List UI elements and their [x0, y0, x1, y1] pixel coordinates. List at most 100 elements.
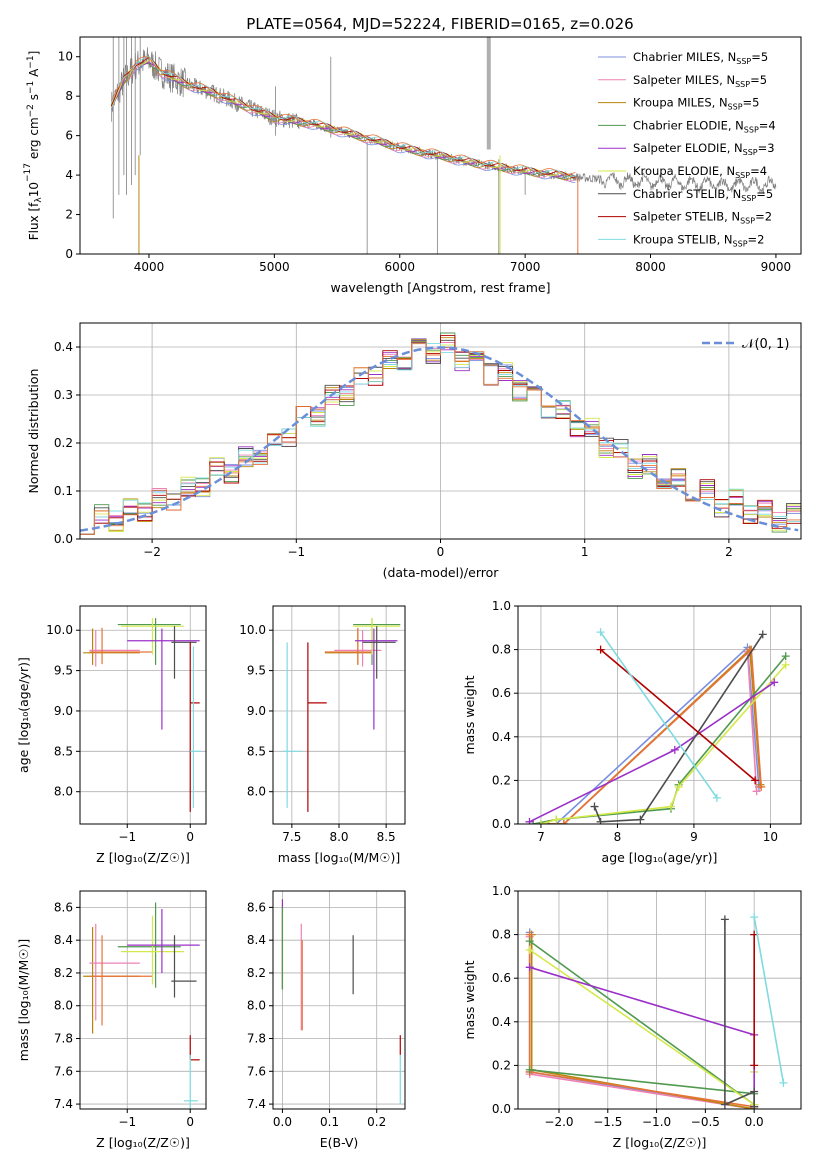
y-tick-label: 8.5	[54, 744, 73, 758]
model-line	[110, 61, 576, 183]
weight-marker	[770, 678, 779, 687]
legend-label-text: Chabrier MILES, N	[633, 50, 736, 64]
x-tick-label: 7	[537, 830, 545, 844]
x-tick-label: 0	[437, 545, 445, 559]
y-tick-label: 9.0	[54, 704, 73, 718]
weight-marker	[751, 776, 760, 785]
weight-marker	[781, 660, 790, 669]
x-tick-label: −1	[287, 545, 305, 559]
axes-frame	[79, 605, 207, 825]
weight-marker	[758, 630, 767, 639]
y-tick-label: 9.5	[247, 664, 266, 678]
weight-marker	[670, 745, 679, 754]
x-tick-label: 0.0	[273, 1115, 292, 1129]
weight-marker	[666, 802, 675, 811]
weight-marker	[779, 1078, 788, 1087]
plot-area	[525, 628, 790, 824]
weight-marker	[750, 1061, 759, 1070]
mass-vs-ebv-panel: 0.0 0.1 0.2 7.4 7.6 7.8 8.0 8.2 8.4 8.6 E(B-V)	[247, 890, 406, 1150]
weight-marker	[757, 782, 766, 791]
weight-marker	[596, 628, 605, 637]
weight-vs-metallicity-panel: −2.0 −1.5 −1.0 −0.5 0.0 0.0 0.2 0.4 0.6 0.8 1.0 Z […	[462, 884, 802, 1150]
plot-area	[110, 37, 777, 254]
y-tick-label: 4	[65, 168, 73, 182]
weight-marker	[552, 815, 561, 824]
x-tick-label: 1	[581, 545, 589, 559]
weight-marker	[674, 782, 683, 791]
x-tick-label: 2	[725, 545, 733, 559]
model-line	[110, 55, 576, 177]
weight-vs-age-panel: 7 8 9 10 0.0 0.2 0.4 0.6 0.8 1.0 age [log₁₀(age/yr…	[462, 599, 802, 865]
y-tick-label: 0.1	[54, 484, 73, 498]
residuals-panel: 𝒩(0, 1) −2 −1 0 1 2 0.0 0.1 0.2 0.3 0.4 (data-model…	[26, 322, 802, 580]
plot-area	[281, 899, 401, 1105]
y-axis-label: mass [log₁₀(M/M☉)]	[16, 939, 31, 1061]
legend-label-sub: SSP	[733, 239, 748, 248]
y-axis-label: mass weight	[462, 960, 477, 1039]
weight-line	[540, 664, 787, 824]
legend-label-suffix: =5	[743, 96, 760, 110]
x-axis-label: Z [log₁₀(Z/Z☉)]	[613, 1135, 707, 1150]
y-tick-label: 8.0	[54, 999, 73, 1013]
x-tick-label: 8.5	[377, 830, 396, 844]
legend-label-text: Salpeter STELIB, N	[633, 210, 740, 224]
y-tick-label: 10.0	[239, 623, 266, 637]
y-tick-label: 0.8	[492, 928, 511, 942]
y-axis-label: Normed distribution	[26, 369, 41, 494]
model-line	[110, 60, 576, 182]
plot-area	[525, 913, 788, 1109]
plot-area	[282, 618, 401, 812]
legend-label-sub: SSP	[743, 148, 758, 157]
axes-frame	[517, 605, 802, 825]
y-axis-label-part: erg cm	[27, 117, 41, 163]
x-tick-label: 8.0	[329, 830, 348, 844]
age-vs-mass-panel: 7.5 8.0 8.5 8.0 8.5 9.0 9.5 10.0 mass [log₁₀(M/M…	[239, 605, 406, 865]
y-tick-label: 0.6	[492, 971, 511, 985]
y-tick-label: 0.4	[54, 340, 73, 354]
y-axis-label-part: −1	[26, 55, 36, 68]
legend-label: Kroupa STELIB, NSSP=2	[633, 232, 764, 248]
legend-label: Salpeter ELODIE, NSSP=3	[633, 141, 775, 157]
weight-marker	[525, 963, 534, 972]
legend-label-sub: SSP	[740, 217, 755, 226]
weight-marker	[636, 815, 645, 824]
y-tick-label: 7.8	[54, 1032, 73, 1046]
x-tick-label: 4000	[134, 260, 165, 274]
model-line	[110, 56, 576, 176]
y-tick-label: 7.4	[247, 1097, 266, 1111]
model-line	[110, 59, 576, 179]
y-tick-label: 0.4	[492, 730, 511, 744]
weight-line	[599, 631, 718, 799]
axes-frame	[79, 890, 207, 1110]
y-tick-label: 8.0	[54, 785, 73, 799]
weight-marker	[559, 820, 568, 824]
weight-marker	[596, 645, 605, 654]
x-tick-label: −1	[118, 1115, 136, 1129]
y-tick-label: 8.4	[247, 933, 266, 947]
y-tick-label: 7.6	[54, 1064, 73, 1078]
y-axis-label: mass weight	[462, 675, 477, 754]
x-tick-label: 9	[690, 830, 698, 844]
x-tick-label: 0.1	[320, 1115, 339, 1129]
x-tick-label: −1.5	[593, 1115, 622, 1129]
y-tick-label: 0.2	[492, 1058, 511, 1072]
legend-label-sub: SSP	[735, 171, 750, 180]
y-tick-label: 8	[65, 89, 73, 103]
y-tick-label: 10.0	[46, 623, 73, 637]
axes-frame	[272, 890, 406, 1110]
y-tick-label: 7.6	[247, 1064, 266, 1078]
y-tick-label: 8.0	[247, 999, 266, 1013]
legend-label-suffix: =5	[756, 187, 773, 201]
weight-line	[548, 650, 758, 824]
axes-frame	[517, 890, 802, 1110]
y-tick-label: 9.0	[247, 704, 266, 718]
x-axis-label: wavelength [Angstrom, rest frame]	[330, 280, 550, 295]
x-tick-label: 6000	[384, 260, 415, 274]
x-axis-label: age [log₁₀(age/yr)]	[602, 850, 718, 865]
weight-marker	[750, 913, 759, 922]
y-tick-label: 1.0	[492, 884, 511, 898]
y-tick-label: 8.5	[247, 744, 266, 758]
x-tick-label: −2.0	[544, 1115, 573, 1129]
y-axis-label: Flux [fλ10−17 erg cm−2 s−1 A−1]	[23, 51, 44, 241]
